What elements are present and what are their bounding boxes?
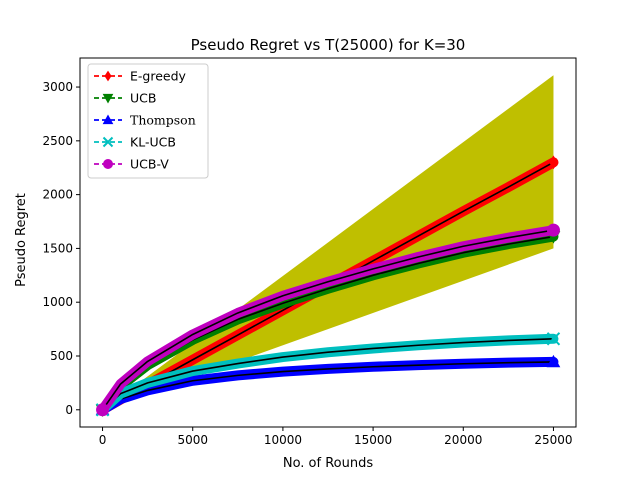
- chart-title: Pseudo Regret vs T(25000) for K=30: [191, 36, 466, 54]
- series-e-greedy-end-marker: [548, 155, 558, 170]
- legend-e-greedy-marker: [104, 70, 112, 82]
- legend-kl-ucb-label: KL-UCB: [130, 135, 176, 150]
- series-kl-ucb-end-marker: [546, 332, 561, 346]
- series-kl-ucb-mean-line: [102, 337, 554, 411]
- plot-content: [95, 75, 561, 417]
- x-tick-label: 20000: [444, 433, 482, 447]
- series-ucb-v-mean-line: [101, 229, 554, 411]
- y-tick-label: 2000: [42, 188, 73, 202]
- axes: 0 5000 10000 15000 20000 25000 0 500 1000 1500 200…: [42, 57, 577, 447]
- series-ucb-v-end-marker: [546, 223, 560, 237]
- legend-ucb-v-marker: [103, 159, 113, 169]
- legend-e-greedy-label: E-greedy: [130, 69, 187, 84]
- y-tick-label: 500: [50, 349, 73, 363]
- legend-thompson-marker: [102, 114, 114, 125]
- x-tick-label: 10000: [264, 433, 302, 447]
- legend-box: [87, 63, 209, 179]
- legend-thompson-label: Thompson: [130, 113, 196, 128]
- x-tick-label: 15000: [354, 433, 392, 447]
- y-tick-label: 1000: [42, 295, 73, 309]
- legend-ucb-v-label: UCB-V: [130, 157, 169, 172]
- legend-kl-ucb-marker: [102, 136, 114, 148]
- y-tick-label: 0: [65, 403, 73, 417]
- legend-ucb-label: UCB: [130, 91, 156, 106]
- x-tick-label: 0: [99, 433, 107, 447]
- y-tick-label: 1500: [42, 241, 73, 255]
- plot-area: [95, 75, 561, 417]
- x-tick-label: 5000: [177, 433, 208, 447]
- series-ucb-v-start-marker: [96, 403, 110, 417]
- y-axis-label: Pseudo Regret: [14, 193, 29, 287]
- series-thompson-end-marker: [546, 354, 561, 368]
- x-tick-label: 25000: [534, 433, 572, 447]
- y-tick-label: 3000: [42, 80, 73, 94]
- y-tick-label: 2500: [42, 134, 73, 148]
- legend-ucb-marker: [102, 93, 114, 104]
- series-thompson-mean-line: [102, 361, 554, 411]
- x-axis-label: No. of Rounds: [283, 456, 374, 471]
- legend: E-greedy UCB Thompson KL-UCB UCB-V: [87, 63, 209, 179]
- plot-frame: [79, 57, 577, 428]
